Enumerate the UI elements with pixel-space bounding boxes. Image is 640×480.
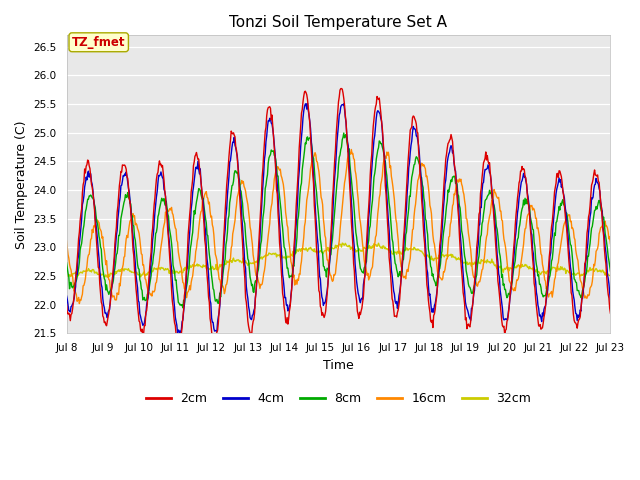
X-axis label: Time: Time	[323, 359, 354, 372]
Legend: 2cm, 4cm, 8cm, 16cm, 32cm: 2cm, 4cm, 8cm, 16cm, 32cm	[141, 387, 536, 410]
Text: TZ_fmet: TZ_fmet	[72, 36, 125, 49]
Y-axis label: Soil Temperature (C): Soil Temperature (C)	[15, 120, 28, 249]
Title: Tonzi Soil Temperature Set A: Tonzi Soil Temperature Set A	[230, 15, 447, 30]
